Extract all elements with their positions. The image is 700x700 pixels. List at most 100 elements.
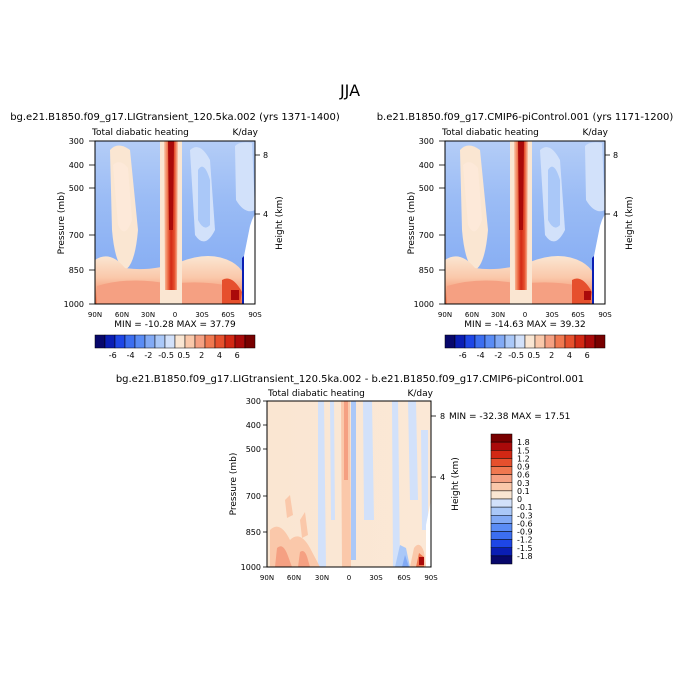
panel-c-subtitle-left: Total diabatic heating — [267, 389, 365, 399]
colorbar-top-left-swatch — [194, 334, 206, 349]
panel-a-field — [95, 141, 255, 304]
xtick: 30S — [369, 574, 383, 582]
xtick: 0 — [173, 311, 177, 319]
colorbar-top-right-swatch — [534, 334, 546, 349]
ytick: 400 — [419, 161, 434, 170]
xtick: 90N — [260, 574, 274, 582]
colorbar-difference-label: -0.3 — [517, 511, 533, 520]
colorbar-top-right-swatch — [484, 334, 496, 349]
panel-a: bg.e21.B1850.f09_g17.LIGtransient_120.5k… — [10, 112, 340, 330]
colorbar-top-left-swatch — [204, 334, 216, 349]
colorbar-top-right-label: -0.5 — [508, 351, 524, 360]
colorbar-top-right-label: -4 — [477, 351, 485, 360]
colorbar-difference-swatch — [490, 506, 513, 516]
panel-a-subtitle-right: K/day — [233, 128, 259, 138]
colorbar-top-left-swatch — [124, 334, 136, 349]
colorbar-difference-label: -0.6 — [517, 519, 533, 528]
xtick: 60N — [465, 311, 479, 319]
ytick: 500 — [246, 445, 261, 454]
ytick-right: 4 — [263, 210, 268, 219]
colorbar-top-right-swatch — [574, 334, 586, 349]
colorbar-difference: 1.81.51.20.90.60.30.10-0.1-0.3-0.6-0.9-1… — [490, 433, 533, 565]
ytick: 1000 — [64, 300, 84, 309]
xtick: 60S — [397, 574, 411, 582]
panel-a-frame — [94, 140, 256, 305]
panel-a-yright-ticks: 8 4 — [263, 151, 268, 219]
panel-c-yright-ticks: 8 4 — [440, 412, 445, 482]
panel-c: bg.e21.B1850.f09_g17.LIGtransient_120.5k… — [116, 374, 584, 582]
xtick: 90S — [424, 574, 438, 582]
panel-b-ylabel-right: Height (km) — [625, 196, 635, 250]
panel-a-title: bg.e21.B1850.f09_g17.LIGtransient_120.5k… — [10, 112, 340, 123]
colorbar-top-left-label: 4 — [217, 351, 222, 360]
panel-c-ylabel-right: Height (km) — [451, 457, 461, 511]
colorbar-top-right-swatch — [584, 334, 596, 349]
colorbar-top-left-label: -0.5 — [158, 351, 174, 360]
panel-b-ylabel: Pressure (mb) — [407, 192, 417, 255]
xtick: 30N — [491, 311, 505, 319]
colorbar-top-left-swatch — [214, 334, 226, 349]
ytick: 300 — [69, 137, 84, 146]
colorbar-top-right-label: 2 — [549, 351, 554, 360]
colorbar-difference-swatch — [490, 498, 513, 508]
colorbar-difference-swatch — [490, 441, 513, 451]
xtick: 60N — [287, 574, 301, 582]
colorbar-difference-label: -0.9 — [517, 528, 533, 537]
ytick: 300 — [246, 397, 261, 406]
colorbar-top-right-swatch — [524, 334, 536, 349]
ytick: 700 — [419, 231, 434, 240]
colorbar-difference-label: -1.2 — [517, 536, 533, 545]
panel-b-title: b.e21.B1850.f09_g17.CMIP6-piControl.001 … — [377, 112, 674, 123]
colorbar-difference-label: 0.6 — [517, 471, 530, 480]
panel-b-x-ticks: 90N 60N 30N 0 30S 60S 90S — [438, 311, 612, 319]
colorbar-top-left-label: 2 — [199, 351, 204, 360]
colorbar-difference-label: 1.2 — [517, 454, 530, 463]
xtick: 30N — [141, 311, 155, 319]
colorbar-top-left-swatch — [174, 334, 186, 349]
colorbar-difference-swatch — [490, 539, 513, 548]
colorbar-top-left-swatch — [94, 334, 106, 349]
colorbar-difference-swatch — [490, 523, 513, 532]
ytick: 850 — [419, 266, 434, 275]
colorbar-top-left-swatch — [114, 334, 126, 349]
colorbar-top-left-label: -6 — [109, 351, 117, 360]
colorbar-top-left-label: 6 — [235, 351, 240, 360]
panel-a-ylabel-right: Height (km) — [275, 196, 285, 250]
ytick-right: 8 — [263, 151, 268, 160]
ytick: 850 — [246, 528, 261, 537]
colorbar-top-left-swatch — [244, 334, 256, 349]
colorbar-top-left: -6 -4 -2 -0.5 0.5 2 4 6 — [94, 334, 256, 360]
colorbar-top-right-swatch — [444, 334, 456, 349]
colorbar-top-right-label: 4 — [567, 351, 572, 360]
colorbar-difference-label: 0.9 — [517, 463, 530, 472]
colorbar-top-right-swatch — [464, 334, 476, 349]
ytick: 700 — [69, 231, 84, 240]
panel-c-title: bg.e21.B1850.f09_g17.LIGtransient_120.5k… — [116, 374, 584, 385]
colorbar-difference-swatch — [490, 466, 513, 475]
xtick: 60S — [221, 311, 235, 319]
panel-a-ylabel: Pressure (mb) — [57, 192, 67, 255]
ytick-right: 8 — [613, 151, 618, 160]
colorbar-difference-label: 0.3 — [517, 479, 530, 488]
xtick: 90S — [248, 311, 262, 319]
colorbar-top-right-swatch — [594, 334, 606, 349]
panel-b-stats: MIN = -14.63 MAX = 39.32 — [464, 320, 585, 330]
panel-b-field — [445, 141, 605, 304]
colorbar-top-right-swatch — [494, 334, 506, 349]
colorbar-top-left-swatch — [154, 334, 166, 349]
panel-c-ylabel: Pressure (mb) — [229, 453, 239, 516]
panel-b-frame — [444, 140, 606, 305]
colorbar-top-right-swatch — [504, 334, 516, 349]
panel-b-yright-ticks: 8 4 — [613, 151, 618, 219]
colorbar-difference-swatch — [490, 482, 513, 492]
colorbar-top-right-label: -2 — [494, 351, 502, 360]
xtick: 0 — [523, 311, 527, 319]
ytick-right: 4 — [440, 473, 445, 482]
panel-c-field — [267, 401, 431, 567]
ytick: 850 — [69, 266, 84, 275]
ytick-right: 4 — [613, 210, 618, 219]
ytick: 500 — [69, 184, 84, 193]
panel-c-y-ticks: 300 400 500 700 850 1000 — [241, 397, 261, 572]
ytick: 300 — [419, 137, 434, 146]
